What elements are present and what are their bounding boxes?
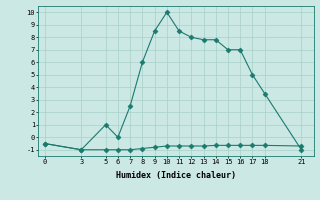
X-axis label: Humidex (Indice chaleur): Humidex (Indice chaleur): [116, 171, 236, 180]
